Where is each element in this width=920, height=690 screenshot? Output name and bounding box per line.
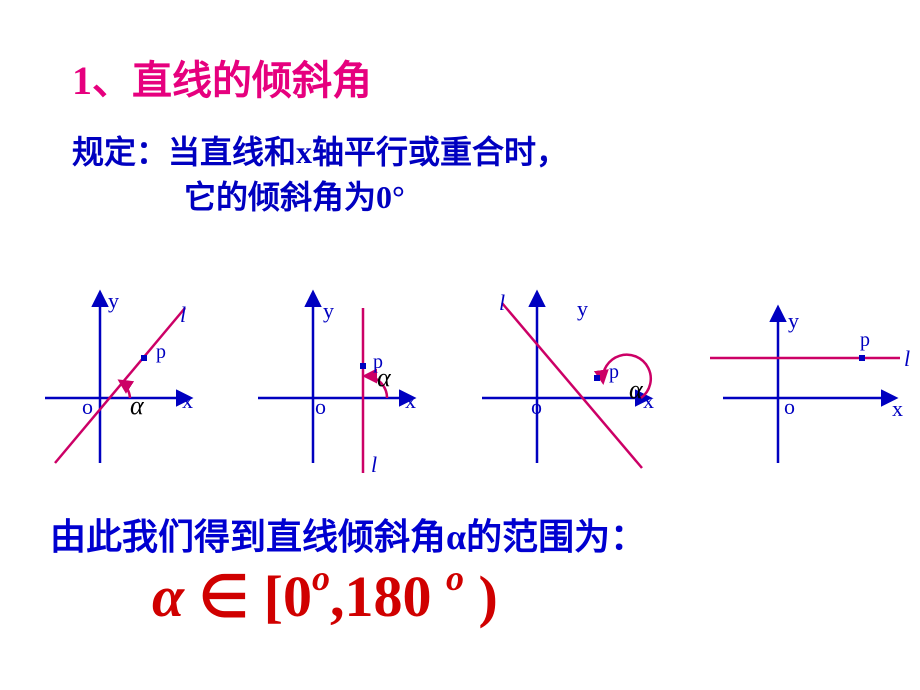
spec-line-1: 规定：当直线和x轴平行或重合时， — [72, 130, 568, 175]
formula-in: ∈ — [199, 564, 250, 629]
formula-alpha: α — [152, 564, 184, 629]
line-label: l — [180, 302, 186, 327]
origin-label: o — [531, 394, 542, 419]
point-p — [141, 355, 147, 361]
diagram-right: y x o l p α — [253, 278, 463, 478]
formula-open: [0 — [264, 564, 312, 629]
x-axis-label: x — [405, 388, 416, 413]
section-title: 1、直线的倾斜角 — [72, 48, 372, 106]
diagram-obtuse: y x o l p α — [477, 278, 687, 478]
formula: α ∈ [0o,180 o ) — [152, 562, 498, 630]
origin-label: o — [82, 394, 93, 419]
formula-close: ) — [478, 564, 497, 629]
point-label: p — [860, 329, 870, 351]
conclusion-text: 由此我们得到直线倾斜角α的范围为： — [50, 508, 646, 560]
specification-text: 规定：当直线和x轴平行或重合时， 它的倾斜角为0° — [72, 130, 568, 220]
formula-deg1: o — [312, 558, 330, 598]
diagram-acute: y x o l p α — [30, 278, 240, 478]
x-axis-label: x — [643, 388, 654, 413]
spec-line-2: 它的倾斜角为0° — [72, 175, 568, 220]
y-axis-label: y — [108, 288, 119, 313]
diagram-row: y x o l p α y x o l p α y x o l p α — [30, 278, 910, 478]
point-p — [360, 363, 366, 369]
point-p — [859, 355, 865, 361]
alpha-label: α — [377, 363, 392, 392]
line-label: l — [904, 346, 910, 371]
point-label: p — [156, 341, 166, 363]
x-axis-label: x — [182, 388, 193, 413]
y-axis-label: y — [788, 308, 799, 333]
alpha-label: α — [130, 391, 145, 420]
diagram-zero: y x o l p — [700, 278, 910, 478]
line-l — [502, 303, 642, 468]
y-axis-label: y — [323, 298, 334, 323]
angle-arc — [120, 381, 130, 398]
line-l — [55, 308, 185, 463]
origin-label: o — [784, 394, 795, 419]
origin-label: o — [315, 394, 326, 419]
formula-deg2: o — [446, 558, 464, 598]
formula-comma: ,180 — [330, 564, 446, 629]
x-axis-label: x — [892, 396, 903, 421]
line-label: l — [371, 452, 377, 477]
point-p — [594, 375, 600, 381]
point-label: p — [609, 361, 619, 383]
y-axis-label: y — [577, 296, 588, 321]
line-label: l — [499, 290, 505, 315]
alpha-label: α — [629, 375, 644, 404]
